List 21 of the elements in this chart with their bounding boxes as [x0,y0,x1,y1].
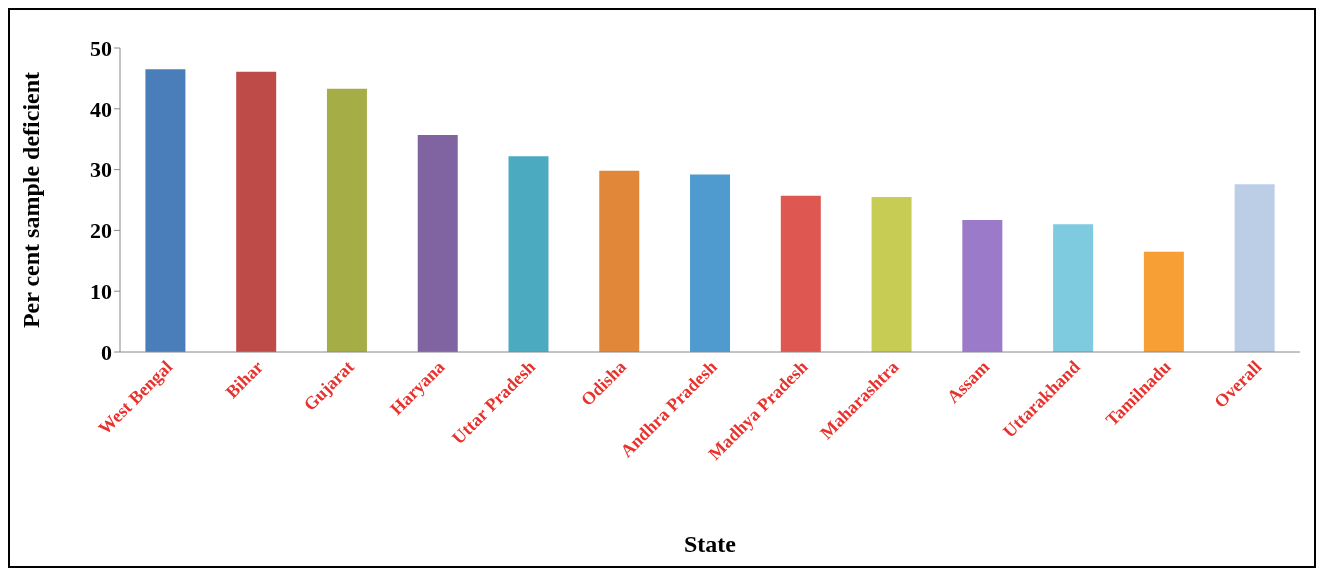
bar [780,195,821,352]
bar [1143,251,1184,352]
bar [326,88,367,352]
bar [417,134,458,352]
y-tick-label: 50 [90,35,112,61]
y-axis-title: Per cent sample deficient [17,71,44,329]
y-tick-label: 30 [90,157,112,183]
bar [236,71,277,352]
bar [1234,184,1275,352]
y-tick-label: 40 [90,96,112,122]
bar [871,196,912,352]
bar [145,69,186,352]
bar [962,220,1003,352]
y-tick-label: 10 [90,279,112,305]
bar [599,170,640,352]
bar [1053,224,1094,352]
bar [508,156,549,352]
bar [690,174,731,352]
y-tick-label: 20 [90,218,112,244]
x-axis-title: State [684,531,737,557]
y-tick-label: 0 [101,339,112,365]
